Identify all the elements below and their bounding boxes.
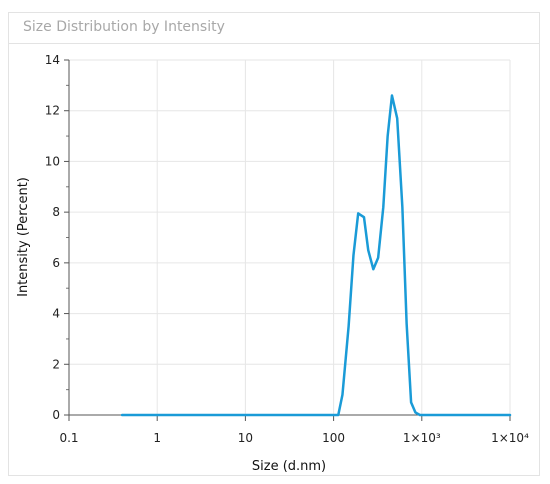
y-tick-label: 4 <box>52 307 60 321</box>
x-tick-label: 1 <box>153 431 161 445</box>
axes: 0 2 4 6 8 10 12 14 0.1 1 10 100 1×10³ 1×10⁴ <box>45 53 529 445</box>
series-line <box>120 94 512 417</box>
x-tick-label: 1×10³ <box>403 431 441 445</box>
y-tick-label: 8 <box>52 205 60 219</box>
chart-panel: Size Distribution by Intensity <box>8 12 540 476</box>
panel-title: Size Distribution by Intensity <box>23 19 225 35</box>
x-tick-label: 10 <box>238 431 253 445</box>
x-tick-label: 1×10⁴ <box>491 431 529 445</box>
y-axis-label: Intensity (Percent) <box>16 177 31 297</box>
series-layer <box>120 94 512 417</box>
x-tick-label: 100 <box>322 431 345 445</box>
x-axis-label: Size (d.nm) <box>252 459 326 474</box>
grid <box>69 59 511 415</box>
y-tick-label: 12 <box>45 104 60 118</box>
x-tick-label: 0.1 <box>59 431 78 445</box>
y-tick-label: 2 <box>52 357 60 371</box>
y-tick-label: 14 <box>45 53 60 67</box>
y-tick-label: 10 <box>45 154 60 168</box>
y-tick-label: 0 <box>52 408 60 422</box>
panel-header: Size Distribution by Intensity <box>9 13 539 44</box>
y-tick-label: 6 <box>52 256 60 270</box>
